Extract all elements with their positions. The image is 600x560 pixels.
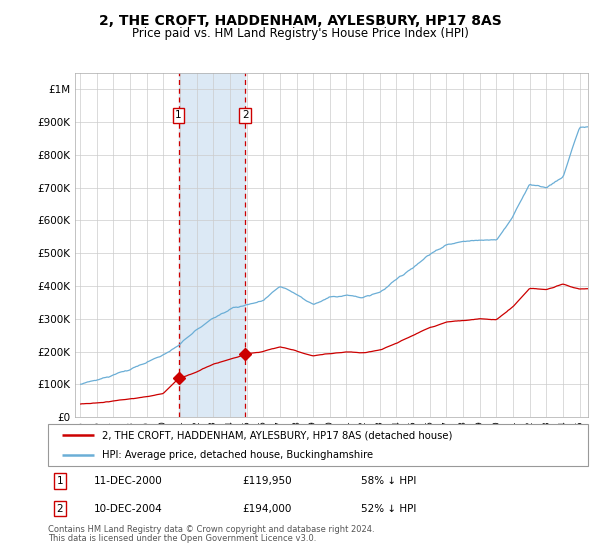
Text: 1: 1 (175, 110, 182, 120)
Text: £194,000: £194,000 (242, 503, 292, 514)
Text: 2, THE CROFT, HADDENHAM, AYLESBURY, HP17 8AS (detached house): 2, THE CROFT, HADDENHAM, AYLESBURY, HP17… (102, 430, 452, 440)
Text: HPI: Average price, detached house, Buckinghamshire: HPI: Average price, detached house, Buck… (102, 450, 373, 460)
Text: Contains HM Land Registry data © Crown copyright and database right 2024.: Contains HM Land Registry data © Crown c… (48, 525, 374, 534)
Text: £119,950: £119,950 (242, 476, 292, 486)
FancyBboxPatch shape (48, 424, 588, 466)
Text: This data is licensed under the Open Government Licence v3.0.: This data is licensed under the Open Gov… (48, 534, 316, 543)
Text: 2: 2 (242, 110, 248, 120)
Text: 52% ↓ HPI: 52% ↓ HPI (361, 503, 416, 514)
Text: 11-DEC-2000: 11-DEC-2000 (94, 476, 163, 486)
Text: 2: 2 (56, 503, 63, 514)
Text: 58% ↓ HPI: 58% ↓ HPI (361, 476, 416, 486)
Text: 2, THE CROFT, HADDENHAM, AYLESBURY, HP17 8AS: 2, THE CROFT, HADDENHAM, AYLESBURY, HP17… (98, 14, 502, 28)
Text: Price paid vs. HM Land Registry's House Price Index (HPI): Price paid vs. HM Land Registry's House … (131, 27, 469, 40)
Bar (179, 73, 245, 417)
Text: 10-DEC-2004: 10-DEC-2004 (94, 503, 163, 514)
Text: 1: 1 (56, 476, 63, 486)
